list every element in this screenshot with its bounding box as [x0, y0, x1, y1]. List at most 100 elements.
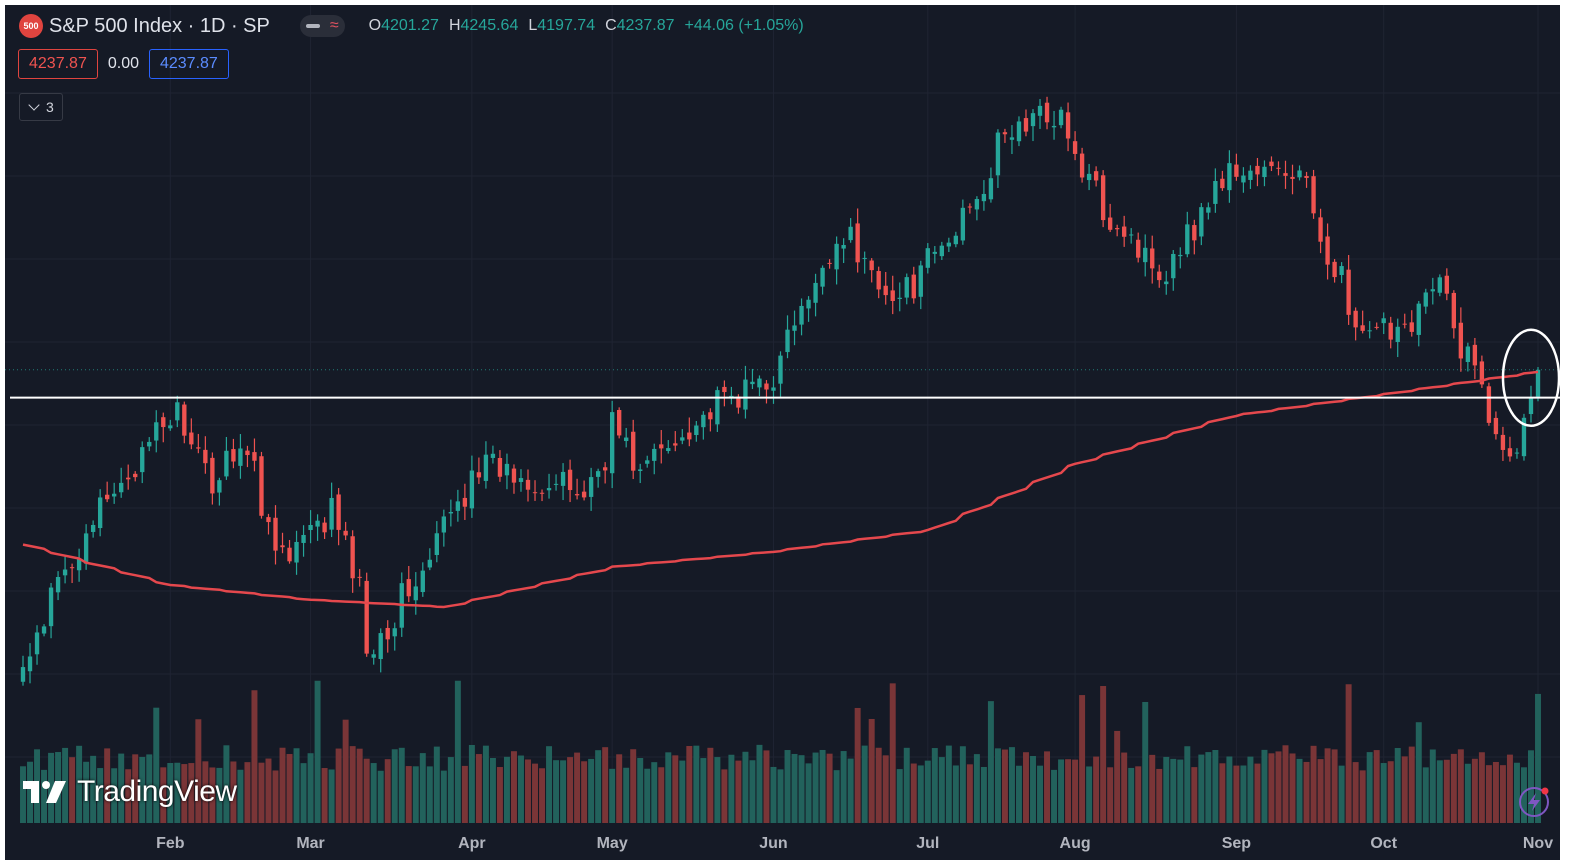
volume-bar [567, 757, 574, 823]
volume-bar [272, 770, 279, 823]
candle-body [1339, 266, 1344, 276]
volume-bar [1303, 761, 1310, 823]
candle-body [126, 477, 131, 480]
candle-body [462, 497, 468, 507]
grid [5, 5, 1560, 823]
candle-body [287, 547, 292, 562]
eye-icon[interactable] [305, 24, 320, 28]
low-value: 4197.74 [537, 17, 596, 34]
volume-bar [994, 748, 1001, 823]
candle-body [1276, 167, 1281, 169]
volume-bar [1436, 760, 1443, 823]
volume-bar [1163, 756, 1170, 823]
candle-body [434, 533, 439, 555]
candle-body [701, 414, 706, 428]
volume-bar [230, 761, 237, 823]
candle-body [1051, 125, 1057, 128]
candle-body [41, 626, 47, 634]
candle-body [252, 452, 257, 461]
symbol-title[interactable]: S&P 500 Index · 1D · SP [49, 14, 270, 37]
price-chart[interactable]: Feb Mar Apr May Jun Jul Aug Sep Oct Nov [5, 5, 1560, 860]
indicators-collapse-button[interactable]: 3 [19, 93, 63, 121]
volume-bar [195, 719, 202, 823]
volume-bar [931, 748, 938, 823]
volume-bar [475, 754, 482, 823]
volume-bar [581, 761, 588, 823]
candle-body [1093, 171, 1099, 181]
candle-body [939, 245, 944, 257]
volume-bar [903, 747, 910, 823]
candle-body [869, 260, 874, 271]
symbol-badge: 500 [19, 14, 43, 38]
close-value: 4237.87 [616, 17, 675, 34]
candle-body [553, 483, 559, 485]
candle-body [680, 437, 685, 441]
candle-body [455, 501, 461, 511]
volume-bar [973, 754, 980, 823]
candle-body [645, 460, 650, 464]
candle-body [504, 463, 510, 476]
candle-body [20, 667, 26, 682]
candle-body [1269, 161, 1274, 167]
candle-body [1164, 281, 1169, 285]
sell-price-button[interactable]: 4237.87 [18, 49, 98, 79]
volume-bar [1401, 756, 1408, 823]
candle-body [1318, 217, 1323, 242]
volume-bar [398, 747, 405, 823]
candle-body [1100, 175, 1106, 221]
volume-bar [1212, 749, 1219, 823]
candle-body [231, 449, 236, 462]
candle-body [1157, 271, 1162, 281]
volume-bar [658, 767, 665, 823]
candle-body [294, 541, 299, 563]
volume-bar [938, 757, 945, 823]
candle-body [602, 467, 608, 471]
volume-bar [454, 680, 461, 823]
volume-bar [588, 758, 595, 823]
volume-bar [1219, 763, 1226, 823]
volume-bar [805, 763, 812, 823]
volume-bar [363, 758, 370, 823]
x-tick-label: Aug [1060, 835, 1091, 852]
candle-body [624, 437, 629, 442]
wave-icon[interactable]: ≈ [329, 17, 339, 34]
volume-bar [300, 763, 307, 823]
candle-body [1227, 163, 1232, 191]
candle-body [329, 497, 334, 530]
candle-body [1136, 239, 1141, 258]
lightning-icon[interactable] [1517, 785, 1551, 819]
candle-body [995, 132, 1001, 176]
volume-bar [763, 750, 770, 823]
candle-body [834, 243, 839, 270]
volume-bar [924, 760, 931, 823]
volume-bar [679, 760, 686, 823]
candle-body [1283, 173, 1288, 176]
volume-bar [532, 763, 538, 823]
candle-body [974, 199, 980, 210]
candle-body [196, 447, 201, 449]
candle-body [764, 383, 769, 390]
volume-bar [840, 751, 847, 823]
volume-bar [609, 768, 616, 823]
volume-bar [1282, 745, 1289, 823]
volume-bar [1100, 686, 1107, 823]
candle-body [687, 432, 692, 440]
x-tick-label: Mar [296, 835, 324, 852]
tradingview-logo[interactable]: TradingView [23, 775, 237, 809]
candle-body [76, 558, 82, 571]
volume-bar [1415, 722, 1422, 823]
trade-prices: 4237.87 0.00 4237.87 [18, 49, 229, 79]
volume-bar [616, 754, 623, 823]
candle-body [673, 443, 678, 446]
series-controls[interactable]: ≈ [299, 15, 345, 37]
volume-bar [510, 751, 517, 823]
volume-bar [1373, 750, 1380, 823]
candle-body [1171, 253, 1176, 279]
buy-price-button[interactable]: 4237.87 [148, 49, 229, 79]
candle-body [1423, 292, 1428, 307]
candle-body [652, 448, 657, 461]
candle-body [112, 493, 117, 497]
volume-bar [574, 752, 581, 823]
volume-bar [980, 766, 987, 823]
chevron-down-icon [28, 99, 40, 111]
